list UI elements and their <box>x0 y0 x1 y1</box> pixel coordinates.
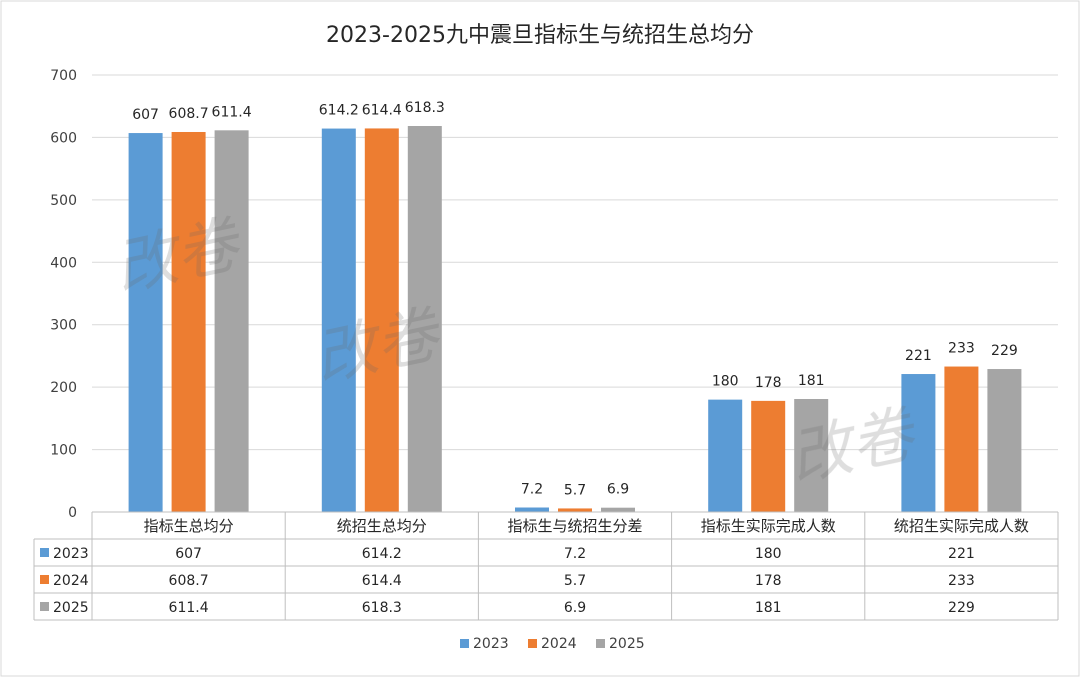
legend-key <box>596 639 605 648</box>
y-tick-label: 400 <box>50 255 77 271</box>
bar <box>321 128 356 512</box>
data-label: 7.2 <box>521 482 543 498</box>
data-label: 233 <box>948 341 975 357</box>
category-label: 统招生实际完成人数 <box>894 517 1029 535</box>
bar <box>944 366 979 512</box>
bar <box>128 133 163 512</box>
bar <box>558 508 592 512</box>
table-series-name: 2024 <box>53 573 89 589</box>
table-legend-key <box>40 548 49 557</box>
y-tick-label: 500 <box>50 193 77 209</box>
category-label: 指标生总均分 <box>144 517 234 535</box>
table-cell: 181 <box>755 600 782 616</box>
table-cell: 7.2 <box>564 546 586 562</box>
y-tick-label: 100 <box>50 443 77 459</box>
table-cell: 614.4 <box>362 573 402 589</box>
data-label: 180 <box>712 374 739 390</box>
legend-label: 2024 <box>541 636 577 652</box>
bar <box>901 374 936 512</box>
y-tick-label: 0 <box>68 505 77 521</box>
data-label: 614.4 <box>362 102 402 118</box>
bar <box>214 130 249 513</box>
bar <box>751 400 786 512</box>
y-tick-label: 200 <box>50 380 77 396</box>
table-cell: 178 <box>755 573 782 589</box>
data-label: 608.7 <box>169 106 209 122</box>
data-label: 6.9 <box>607 482 629 498</box>
table-series-name: 2023 <box>53 546 89 562</box>
bars <box>128 126 1022 513</box>
data-table: 指标生总均分 统招生总均分 指标生与统招生分差 指标生实际完成人数 统招生实际完成人数 2… <box>33 511 1059 621</box>
data-label: 607 <box>132 107 159 123</box>
table-cell: 618.3 <box>362 600 402 616</box>
chart-title: 2023-2025九中震旦指标生与统招生总均分 <box>326 23 754 48</box>
legend-label: 2025 <box>609 636 645 652</box>
bar <box>171 131 206 512</box>
bar <box>708 399 743 512</box>
table-cell: 180 <box>755 546 782 562</box>
data-label: 178 <box>755 375 782 391</box>
bar <box>601 507 635 512</box>
bar <box>794 399 829 512</box>
table-cell: 5.7 <box>564 573 586 589</box>
category-label: 指标生与统招生分差 <box>507 517 642 535</box>
table-cell: 229 <box>948 600 975 616</box>
legend: 2023 2024 2025 <box>460 636 645 652</box>
grid: 0 100 200 300 400 500 600 700 <box>50 68 1058 521</box>
table-cell: 6.9 <box>564 600 586 616</box>
table-cell: 607 <box>175 546 202 562</box>
bar <box>407 126 442 512</box>
data-label: 229 <box>991 343 1018 359</box>
data-label: 618.3 <box>405 100 445 116</box>
bar <box>364 128 399 513</box>
table-cell: 614.2 <box>362 546 402 562</box>
y-tick-label: 700 <box>50 68 77 84</box>
category-label: 统招生总均分 <box>337 517 427 535</box>
table-cell: 611.4 <box>169 600 209 616</box>
bar <box>987 369 1022 512</box>
table-series-name: 2025 <box>53 600 89 616</box>
table-cell: 233 <box>948 573 975 589</box>
data-labels: 607 608.7 611.4 614.2 614.4 618.3 7.2 5.7 6.9 180… <box>132 100 1018 498</box>
category-label: 指标生实际完成人数 <box>701 517 836 535</box>
data-label: 611.4 <box>212 104 252 120</box>
data-label: 221 <box>905 348 932 364</box>
legend-key <box>528 639 537 648</box>
bar <box>515 507 549 512</box>
table-cell: 221 <box>948 546 975 562</box>
legend-label: 2023 <box>473 636 509 652</box>
data-label: 181 <box>798 373 825 389</box>
data-label: 614.2 <box>319 103 359 119</box>
table-legend-key <box>40 575 49 584</box>
data-label: 5.7 <box>564 482 586 498</box>
table-cell: 608.7 <box>169 573 209 589</box>
legend-key <box>460 639 469 648</box>
y-tick-label: 300 <box>50 318 77 334</box>
y-tick-label: 600 <box>50 130 77 146</box>
table-legend-key <box>40 602 49 611</box>
